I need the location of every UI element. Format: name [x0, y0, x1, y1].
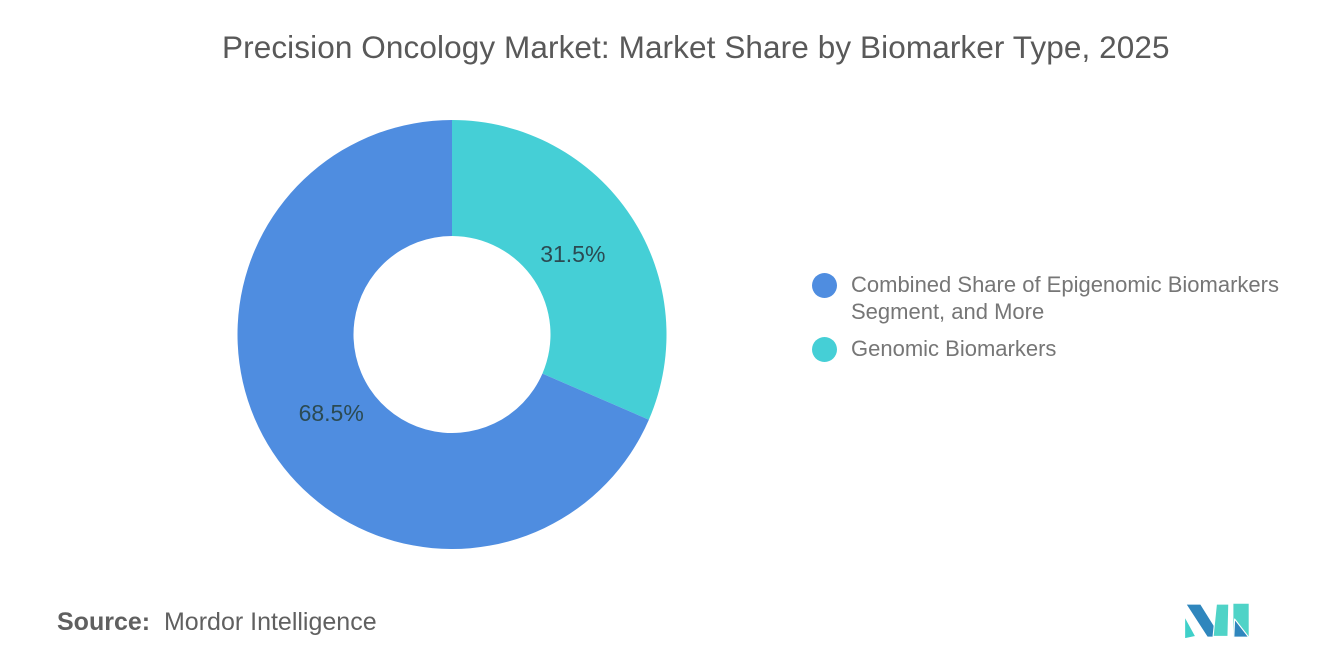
svg-text:68.5%: 68.5% [299, 400, 364, 426]
svg-text:31.5%: 31.5% [540, 241, 605, 267]
